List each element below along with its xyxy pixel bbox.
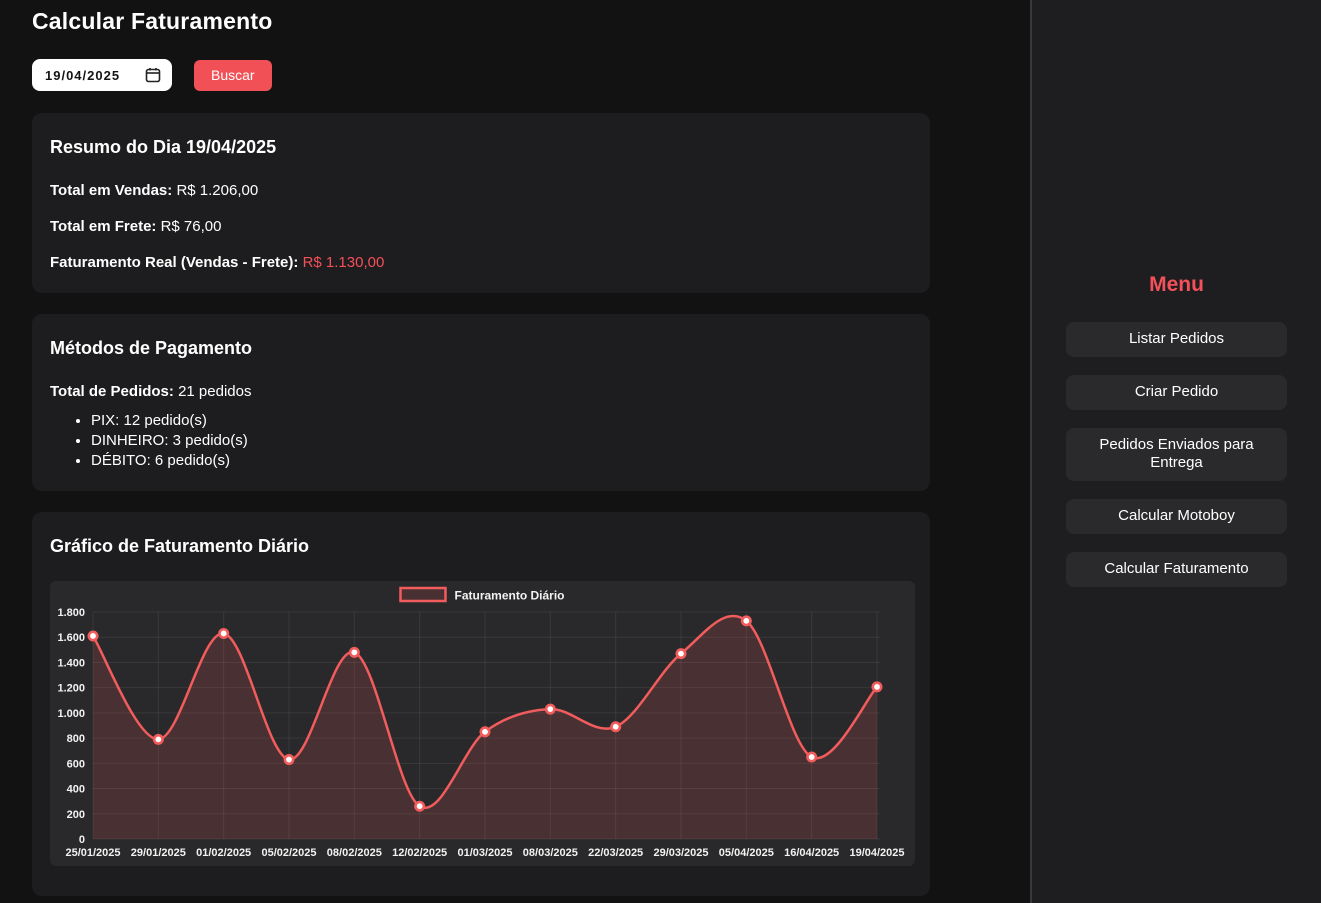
data-point [283, 754, 295, 766]
payments-title: Métodos de Pagamento [50, 338, 253, 358]
chart-legend[interactable]: Faturamento Diário [399, 586, 565, 603]
calendar-icon[interactable] [145, 67, 161, 83]
x-axis-tick: 05/02/2025 [261, 847, 316, 859]
x-axis-tick: 08/03/2025 [523, 847, 578, 859]
total-frete-value: R$ 76,00 [160, 218, 222, 235]
sidebar-item-pedidos-enviados[interactable]: Pedidos Enviados para Entrega [1066, 427, 1287, 481]
total-vendas-label: Total em Vendas: [50, 182, 173, 199]
x-axis-tick: 29/01/2025 [131, 847, 186, 859]
data-point [87, 630, 99, 642]
faturamento-chart[interactable]: 0 200 400 600 800 1.000 1.200 1.400 1.600 1.800 25… [50, 581, 915, 866]
total-vendas-line: Total em Vendas: R$ 1.206,00 [50, 182, 912, 199]
sidebar-item-listar-pedidos[interactable]: Listar Pedidos [1066, 322, 1287, 357]
data-point [479, 726, 491, 738]
sidebar-item-calcular-motoboy[interactable]: Calcular Motoboy [1066, 499, 1287, 534]
y-axis-tick: 400 [67, 784, 85, 796]
x-axis-tick: 01/02/2025 [196, 847, 251, 859]
data-point [218, 627, 230, 639]
y-axis-tick: 1.800 [57, 607, 85, 619]
payment-method-debito: DÉBITO: 6 pedido(s) [91, 452, 912, 469]
buscar-button[interactable]: Buscar [194, 59, 272, 91]
payment-method-dinheiro: DINHEIRO: 3 pedido(s) [91, 432, 912, 449]
data-point [675, 648, 687, 660]
legend-swatch [399, 586, 447, 603]
legend-label: Faturamento Diário [454, 589, 564, 603]
y-axis-tick: 800 [67, 733, 85, 745]
x-axis-tick: 25/01/2025 [65, 847, 120, 859]
faturamento-real-line: Faturamento Real (Vendas - Frete): R$ 1.… [50, 254, 912, 271]
y-axis-tick: 1.000 [57, 708, 85, 720]
data-point [740, 615, 752, 627]
payments-total-value: 21 pedidos [178, 383, 252, 400]
data-point [610, 721, 622, 733]
y-axis-tick: 0 [79, 834, 85, 846]
summary-title: Resumo do Dia 19/04/2025 [50, 137, 277, 157]
payment-method-pix: PIX: 12 pedido(s) [91, 412, 912, 429]
x-axis-tick: 01/03/2025 [457, 847, 512, 859]
payments-card: Métodos de Pagamento Total de Pedidos: 2… [32, 314, 930, 491]
faturamento-real-label: Faturamento Real (Vendas - Frete): [50, 254, 299, 271]
sidebar-menu: Menu Listar Pedidos Criar Pedido Pedidos… [1030, 0, 1321, 903]
chart-title: Gráfico de Faturamento Diário [50, 536, 310, 556]
payment-methods-list: PIX: 12 pedido(s) DINHEIRO: 3 pedido(s) … [50, 412, 912, 469]
x-axis-tick: 22/03/2025 [588, 847, 643, 859]
data-point [871, 681, 883, 693]
data-point [152, 733, 164, 745]
sidebar-item-calcular-faturamento[interactable]: Calcular Faturamento [1066, 551, 1287, 587]
chart-area-fill [93, 615, 877, 839]
date-picker[interactable] [32, 59, 172, 91]
data-point [544, 703, 556, 715]
x-axis-tick: 08/02/2025 [327, 847, 382, 859]
x-axis-tick: 12/02/2025 [392, 847, 447, 859]
summary-card: Resumo do Dia 19/04/2025 Total em Vendas… [32, 113, 930, 293]
date-input[interactable] [45, 67, 133, 83]
total-frete-line: Total em Frete: R$ 76,00 [50, 218, 912, 235]
x-axis-tick: 19/04/2025 [849, 847, 904, 859]
y-axis-tick: 1.600 [57, 632, 85, 644]
payments-total-line: Total de Pedidos: 21 pedidos [50, 383, 912, 400]
y-axis-tick: 200 [67, 809, 85, 821]
total-vendas-value: R$ 1.206,00 [176, 182, 259, 199]
search-row: Buscar [32, 59, 1030, 91]
menu-title: Menu [1149, 273, 1204, 296]
total-frete-label: Total em Frete: [50, 218, 157, 235]
data-point [806, 751, 818, 763]
sidebar-item-criar-pedido[interactable]: Criar Pedido [1066, 374, 1287, 410]
data-point [414, 800, 426, 812]
page-title: Calcular Faturamento [32, 8, 273, 34]
x-axis-tick: 29/03/2025 [653, 847, 708, 859]
x-axis-tick: 16/04/2025 [784, 847, 839, 859]
chart-card: Gráfico de Faturamento Diário 0 200 400 600… [32, 512, 930, 896]
y-axis-tick: 600 [67, 758, 85, 770]
x-axis-tick: 05/04/2025 [719, 847, 774, 859]
y-axis-tick: 1.200 [57, 683, 85, 695]
faturamento-real-value: R$ 1.130,00 [302, 254, 385, 271]
chart-container: 0 200 400 600 800 1.000 1.200 1.400 1.600 1.800 25… [50, 581, 915, 866]
payments-total-label: Total de Pedidos: [50, 383, 174, 400]
data-point [348, 646, 360, 658]
y-axis-tick: 1.400 [57, 657, 85, 669]
main-content: Calcular Faturamento Buscar Resumo do Di… [0, 0, 1030, 903]
